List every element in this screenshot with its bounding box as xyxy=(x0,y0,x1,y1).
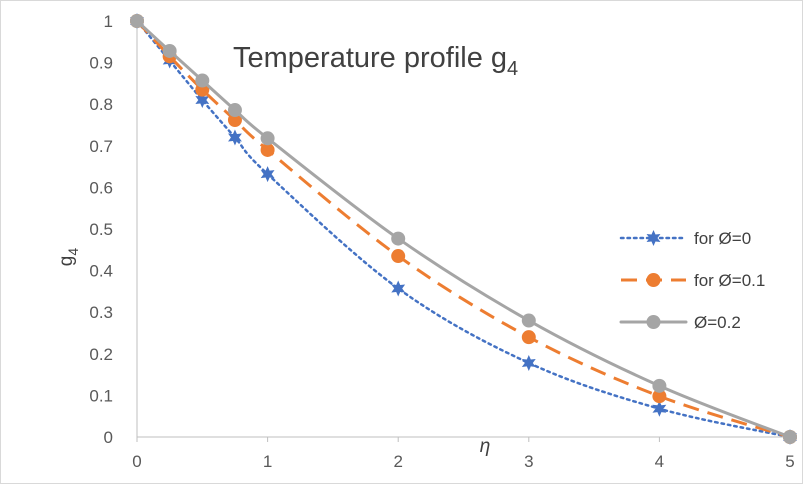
x-tick-label: 3 xyxy=(524,452,533,471)
y-tick-label: 0.7 xyxy=(89,137,113,156)
x-tick-label: 4 xyxy=(655,452,664,471)
data-point xyxy=(521,330,536,345)
legend-marker xyxy=(646,273,661,287)
legend: for Ø=0 for Ø=0.1 Ø=0.2 xyxy=(619,229,765,332)
series-layer xyxy=(130,13,797,445)
legend-item: for Ø=0.1 xyxy=(621,271,765,290)
x-tick-label: 2 xyxy=(393,452,402,471)
legend-label: Ø=0.2 xyxy=(694,313,741,332)
data-point xyxy=(652,378,667,393)
chart-title: Temperature profile g4 xyxy=(233,42,518,80)
series-line xyxy=(135,19,791,439)
data-point xyxy=(227,103,242,118)
data-point xyxy=(195,92,210,109)
legend-item: Ø=0.2 xyxy=(619,313,741,332)
y-tick-label: 1 xyxy=(104,12,113,31)
y-tick-label: 0.4 xyxy=(89,262,113,281)
data-point xyxy=(260,166,275,183)
legend-marker xyxy=(646,315,661,329)
data-point xyxy=(162,43,177,58)
y-tick-label: 0.3 xyxy=(89,303,113,322)
data-point xyxy=(130,14,144,28)
data-point xyxy=(227,113,242,128)
y-tick-label: 0.1 xyxy=(89,386,113,405)
data-point xyxy=(260,142,275,157)
y-tick-label: 0.5 xyxy=(89,220,113,239)
y-tick-label: 0.9 xyxy=(89,54,113,73)
data-point xyxy=(783,430,797,444)
data-point xyxy=(391,280,406,297)
y-tick-label: 0 xyxy=(104,428,113,447)
chart-title-subscript: 4 xyxy=(507,58,518,80)
series-3 xyxy=(130,14,797,444)
series-line xyxy=(135,19,792,439)
legend-item: for Ø=0 xyxy=(619,229,751,248)
y-axis-label: g4 xyxy=(56,248,81,267)
x-tick-label: 0 xyxy=(132,452,141,471)
data-point xyxy=(521,313,536,328)
data-point xyxy=(391,249,406,264)
y-tick-label: 0.6 xyxy=(89,178,113,197)
y-axis-label-subscript: 4 xyxy=(65,248,81,256)
data-point xyxy=(228,129,242,146)
legend-label: for Ø=0 xyxy=(694,229,751,248)
data-point xyxy=(652,389,667,404)
y-tick-label: 0.2 xyxy=(89,345,113,364)
y-tick-label: 0.8 xyxy=(89,95,113,114)
legend-marker xyxy=(646,230,661,246)
data-point xyxy=(391,231,406,246)
data-point xyxy=(195,73,210,88)
x-tick-label: 5 xyxy=(785,452,794,471)
data-point xyxy=(652,400,667,417)
x-axis-label: η xyxy=(480,436,491,457)
data-point xyxy=(260,131,275,146)
series-line xyxy=(135,19,792,439)
data-point xyxy=(521,354,536,371)
x-tick-label: 1 xyxy=(263,452,272,471)
axes: 0 0.1 0.2 0.3 0.4 0.5 0.6 0.7 0.8 0.9 1 0 1 2 3 4 5 xyxy=(89,12,794,471)
legend-label: for Ø=0.1 xyxy=(694,271,765,290)
